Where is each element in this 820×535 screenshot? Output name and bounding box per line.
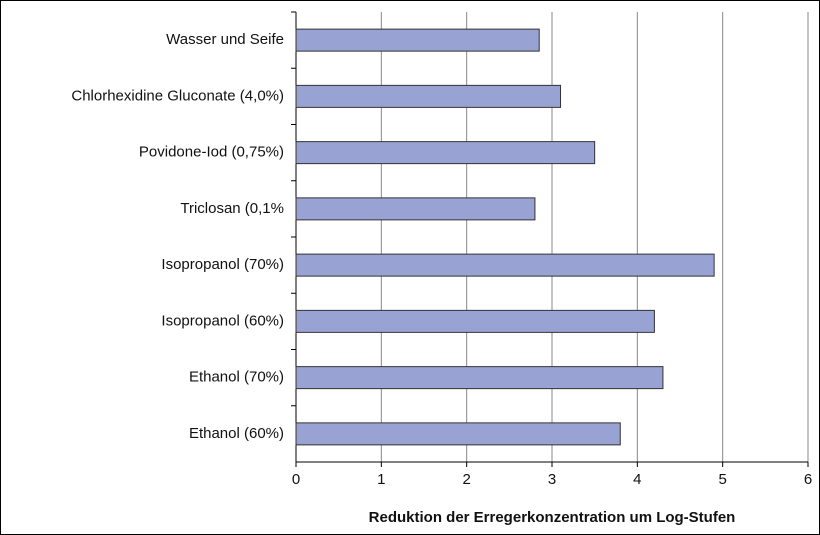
bar bbox=[295, 253, 715, 277]
bar bbox=[295, 84, 562, 108]
bar bbox=[295, 366, 664, 390]
y-tick-label: Chlorhexidine Gluconate (4,0%) bbox=[71, 87, 284, 104]
y-tick-label: Ethanol (70%) bbox=[189, 369, 284, 386]
y-tick-label: Wasser und Seife bbox=[166, 31, 284, 48]
bar bbox=[295, 422, 621, 446]
y-tick-label: Ethanol (60%) bbox=[189, 425, 284, 442]
x-tick-label: 6 bbox=[804, 471, 812, 488]
x-tick-label: 5 bbox=[718, 471, 726, 488]
x-axis-title: Reduktion der Erregerkonzentration um Lo… bbox=[369, 509, 736, 526]
x-tick-label: 4 bbox=[633, 471, 641, 488]
x-tick-label: 0 bbox=[292, 471, 300, 488]
bar bbox=[295, 141, 596, 165]
bar bbox=[295, 309, 655, 333]
y-tick-label: Isopropanol (70%) bbox=[161, 256, 284, 273]
y-tick-label: Povidone-Iod (0,75%) bbox=[139, 144, 284, 161]
bar bbox=[295, 28, 540, 52]
x-tick-label: 1 bbox=[377, 471, 385, 488]
y-tick-label: Triclosan (0,1% bbox=[180, 200, 284, 217]
x-tick-label: 2 bbox=[462, 471, 470, 488]
y-tick-label: Isopropanol (60%) bbox=[161, 312, 284, 329]
x-tick-label: 3 bbox=[548, 471, 556, 488]
bar bbox=[295, 197, 536, 221]
